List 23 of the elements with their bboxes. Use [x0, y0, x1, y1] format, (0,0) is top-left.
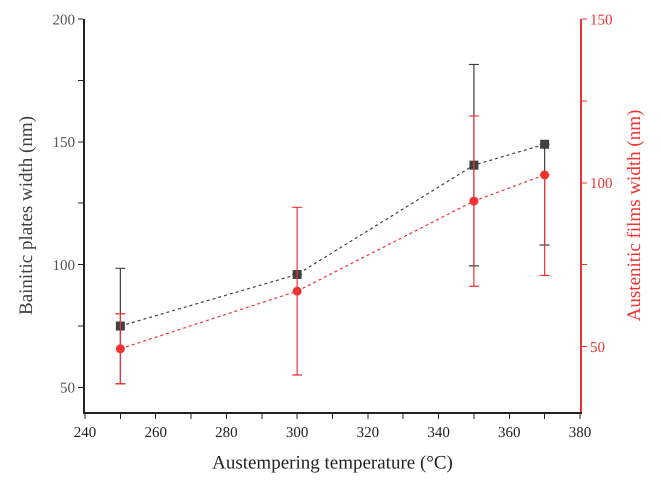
point: [540, 170, 550, 180]
x-tick-label: 380: [568, 425, 592, 441]
y2-axis-title: Austenitic films width (nm): [624, 110, 645, 322]
x-tick-label: 320: [356, 425, 380, 441]
y-tick-label: 50: [60, 380, 75, 397]
x-tick-label: 360: [498, 425, 521, 441]
x-axis-title: Austempering temperature (°C): [212, 452, 453, 474]
y-axis-title: Bainitic plates width (nm): [16, 116, 37, 315]
y2-tick-label: 50: [590, 340, 605, 356]
y2-tick-label: 150: [590, 12, 612, 28]
y-tick-label: 100: [52, 258, 75, 274]
x-tick-label: 260: [144, 425, 167, 441]
y-tick-label: 200: [52, 12, 75, 28]
x-tick-label: 280: [215, 425, 238, 441]
point: [292, 286, 302, 296]
point: [540, 140, 550, 149]
x-tick-label: 240: [74, 425, 96, 441]
point: [116, 344, 125, 354]
y-tick-label: 150: [52, 135, 75, 152]
y2-tick-label: 100: [590, 176, 612, 192]
x-tick-label: 340: [427, 425, 450, 441]
x-tick-label: 300: [286, 425, 308, 441]
point: [469, 196, 478, 206]
